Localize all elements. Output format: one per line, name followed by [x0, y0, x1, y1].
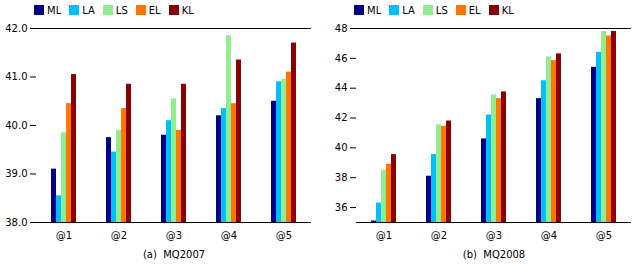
svg-text:42.0: 42.0: [5, 23, 27, 34]
svg-text:41.0: 41.0: [5, 71, 27, 82]
html-text:EL: EL: [468, 4, 481, 16]
svg-text:@5: @5: [596, 230, 612, 241]
svg-text:@2: @2: [431, 230, 447, 241]
svg-text:@4: @4: [221, 230, 237, 241]
svg-text:@1: @1: [56, 230, 72, 241]
html-text:LA: LA: [82, 4, 95, 16]
svg-text:@3: @3: [486, 230, 502, 241]
svg-text:40: 40: [335, 142, 348, 153]
html-text:ML: ML: [367, 4, 382, 16]
svg-text:@5: @5: [276, 230, 292, 241]
svg-text:38: 38: [335, 172, 348, 183]
svg-text:46: 46: [335, 53, 348, 64]
svg-text:(a) MQ2007: (a) MQ2007: [143, 249, 205, 260]
svg-text:@2: @2: [111, 230, 127, 241]
html-text:KL: KL: [501, 4, 514, 16]
svg-text:(b) MQ2008: (b) MQ2008: [463, 249, 525, 260]
svg-text:@3: @3: [166, 230, 182, 241]
html-text:LS: LS: [115, 4, 128, 16]
svg-text:48: 48: [335, 23, 348, 34]
html-text:LS: LS: [435, 4, 448, 16]
svg-text:38.0: 38.0: [5, 217, 27, 228]
html-text:ML: ML: [47, 4, 62, 16]
svg-text:@1: @1: [376, 230, 392, 241]
svg-text:@4: @4: [541, 230, 557, 241]
html-text:LA: LA: [402, 4, 415, 16]
svg-text:44: 44: [335, 82, 348, 93]
html-text:EL: EL: [148, 4, 161, 16]
html-text:KL: KL: [181, 4, 194, 16]
svg-text:42: 42: [335, 112, 348, 123]
svg-text:39.0: 39.0: [5, 168, 27, 179]
svg-text:40.0: 40.0: [5, 120, 27, 131]
svg-text:36: 36: [335, 202, 348, 213]
